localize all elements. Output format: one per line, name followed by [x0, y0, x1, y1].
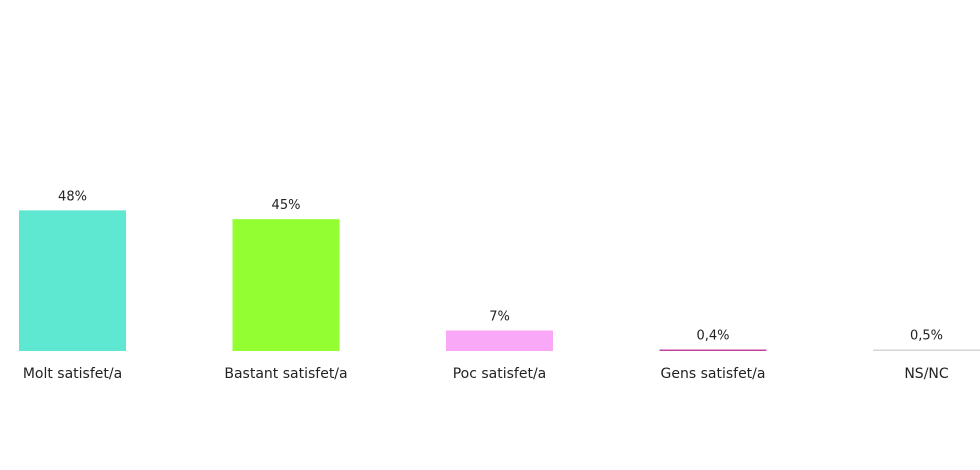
bar-3 — [446, 330, 553, 351]
category-label-4: Gens satisfet/a — [661, 366, 766, 382]
category-label-5: NS/NC — [904, 366, 949, 382]
bar-1 — [19, 210, 126, 351]
data-labels-group: 48% 45% 7% 0,4% 0,5% — [58, 189, 943, 343]
category-label-1: Molt satisfet/a — [23, 366, 122, 382]
bar-5 — [873, 349, 980, 351]
data-label-4: 0,4% — [696, 329, 729, 344]
data-label-2: 45% — [272, 198, 301, 213]
category-label-2: Bastant satisfet/a — [224, 366, 347, 382]
bar-4 — [659, 349, 767, 351]
bars-group — [19, 210, 980, 351]
category-labels-group: Molt satisfet/a Bastant satisfet/a Poc sat… — [23, 366, 949, 382]
category-label-3: Poc satisfet/a — [453, 366, 547, 382]
data-label-5: 0,5% — [910, 329, 943, 344]
data-label-3: 7% — [489, 309, 510, 324]
data-label-1: 48% — [58, 189, 87, 204]
bar-2 — [232, 219, 340, 351]
